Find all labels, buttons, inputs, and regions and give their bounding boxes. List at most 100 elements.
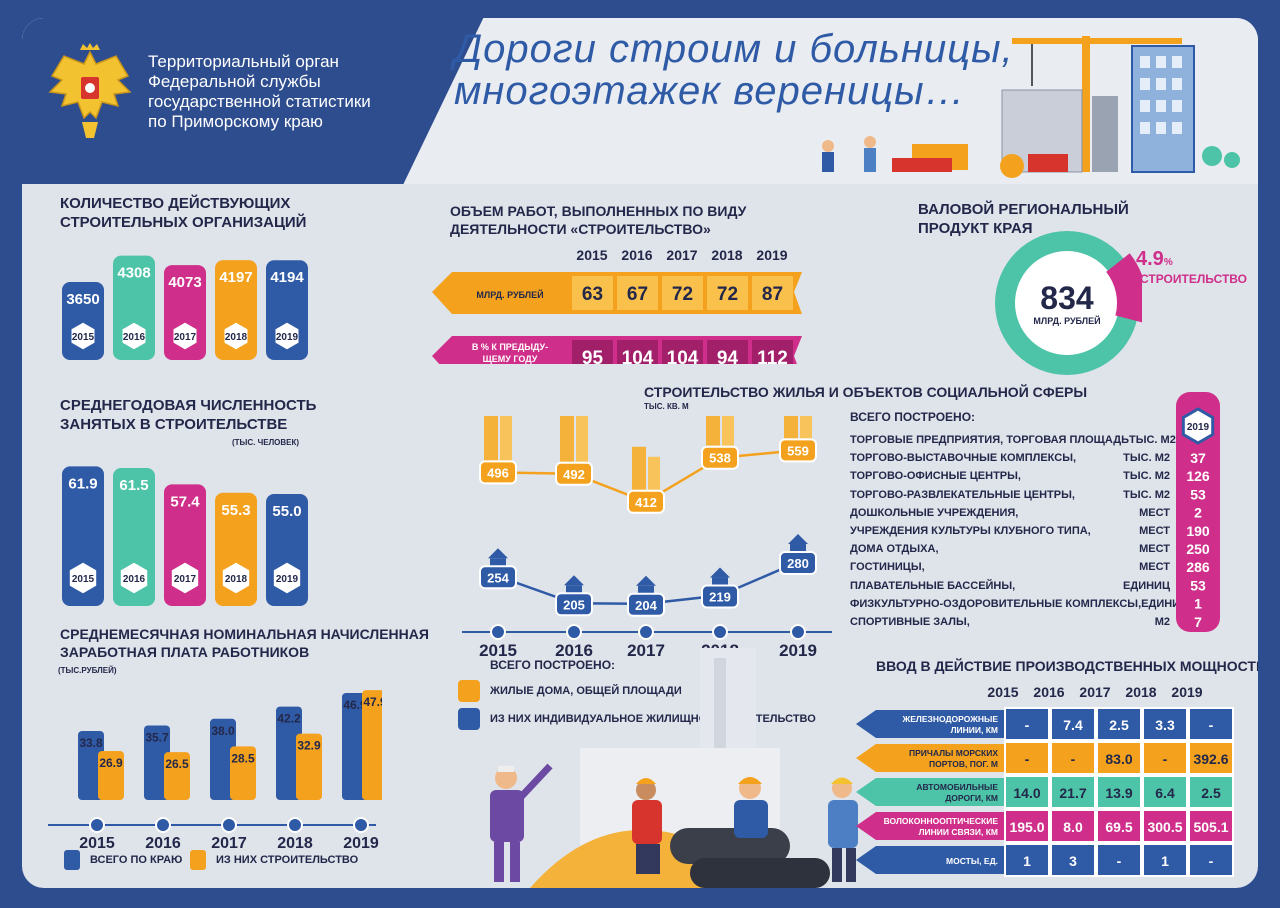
headline: Дороги строим и больницы, многоэтажек ве… <box>454 28 1014 112</box>
housing-residential-point-2016 <box>555 461 593 486</box>
housing-residential-value-2019: 559 <box>787 443 809 458</box>
volume-value-1-2016: 104 <box>622 348 654 364</box>
social-bar-background <box>1176 392 1220 632</box>
capacity-cell-2-1 <box>1050 775 1096 809</box>
capacity-value-4-2019: - <box>1209 853 1214 869</box>
social-row-name: Учреждения культуры клубного типа, <box>850 524 1091 537</box>
social-title: всего построено: <box>850 410 976 424</box>
social-row-unit: единиц <box>1123 579 1170 592</box>
legend-swatch-residential <box>458 680 480 702</box>
wages-construction-value-2017: 28.5 <box>231 751 255 765</box>
housing-individual-point-2018 <box>701 584 739 609</box>
volume-row2-label-1: В % К ПРЕДЫДУ- <box>472 342 548 352</box>
social-row: Учреждения культуры клубного типа, мест <box>850 522 1170 540</box>
housing-year-2019: 2019 <box>779 641 817 656</box>
volume-title-line-1: Объем работ, выполненных по виду <box>450 203 747 219</box>
capacity-year-2016: 2016 <box>1033 684 1065 700</box>
house-icon <box>790 544 806 552</box>
wages-total-bar-2016 <box>144 725 170 800</box>
capacity-value-2-2016: 21.7 <box>1059 785 1086 801</box>
social-row-name: Плавательные бассейны, <box>850 579 1016 592</box>
housing-residential-value-2015: 496 <box>487 465 509 480</box>
wages-construction-bar-2015 <box>98 750 124 800</box>
wages-legend-construction: из них строительство <box>190 850 358 870</box>
capacity-cell-1-3 <box>1142 741 1188 775</box>
grp-share-unit: % <box>1163 257 1173 268</box>
wages-axis-dot-2015 <box>89 817 105 833</box>
employment-year-2016-hexagon <box>117 559 151 597</box>
employment-year-2019: 2019 <box>276 574 299 585</box>
house-icon <box>564 575 584 586</box>
volume-year-2016: 2016 <box>621 247 652 263</box>
org-line-4: по Приморскому краю <box>148 112 323 131</box>
capacity-label-1: ПРИЧАЛЫ МОРСКИХ <box>909 748 998 758</box>
housing-residential-value-2018: 538 <box>709 451 731 466</box>
social-row-unit: мест <box>1139 543 1170 556</box>
employment-year-2017: 2017 <box>174 574 197 585</box>
volume-year-2018: 2018 <box>711 247 742 263</box>
housing-year-2017: 2017 <box>627 641 665 656</box>
orgs-year-2017-hexagon <box>170 319 200 353</box>
capacity-value-4-2017: - <box>1117 853 1122 869</box>
capacity-year-2018: 2018 <box>1125 684 1157 700</box>
housing-legend-title: всего построено: <box>490 658 616 672</box>
capacity-value-4-2016: 3 <box>1069 853 1077 869</box>
social-value: 292 <box>1186 632 1210 634</box>
social-row-name: Дома отдыха, <box>850 543 939 556</box>
wages-year-2018: 2018 <box>277 835 313 848</box>
grp-value: 834 <box>1040 280 1094 316</box>
capacity-value-1-2015: - <box>1025 751 1030 767</box>
capacity-cell-3-1 <box>1050 809 1096 843</box>
capacity-value-3-2019: 505.1 <box>1193 819 1228 835</box>
orgs-chart-svg: 3650 2015 4308 2016 4073 2017 4197 2018 4194 2019 <box>62 255 308 360</box>
house-icon <box>490 558 506 567</box>
wages-legend-total: всего по краю <box>64 850 182 870</box>
capacity-label2-1: ПОРТОВ, ПОГ. М <box>929 759 998 769</box>
volume-cell-1-2017 <box>662 340 703 364</box>
wages-total-bar-2019 <box>342 692 368 800</box>
capacity-cell-2-4 <box>1188 775 1234 809</box>
capacity-year-2017: 2017 <box>1079 684 1111 700</box>
capacity-year-2019: 2019 <box>1171 684 1203 700</box>
social-values-bar: 2019 37 126 53 2 190 250 286 53 1 7 292 <box>1176 392 1220 634</box>
housing-residential-value-2016: 492 <box>563 467 585 482</box>
social-row-unit: мест <box>1139 506 1170 519</box>
social-row-name: Физкультурно-оздоровительные комплексы, <box>850 597 1142 610</box>
orgs-title-line-2: строительных организаций <box>60 214 307 231</box>
volume-title: Объем работ, выполненных по виду деятель… <box>450 202 746 238</box>
org-line-1: Территориальный орган <box>148 52 339 71</box>
employment-title-line-1: Среднегодовая численность <box>60 397 317 414</box>
housing-axis-dot-2018 <box>712 624 728 640</box>
wages-total-bar-2017 <box>210 718 236 800</box>
grp-share: 4.9% <box>1136 248 1173 271</box>
capacity-cell-1-1 <box>1050 741 1096 775</box>
volume-value-0-2017: 72 <box>672 284 693 305</box>
wages-unit: (тыс.рублей) <box>58 666 117 675</box>
orgs-year-2016-hexagon <box>119 319 149 353</box>
legend-swatch-total <box>64 850 80 870</box>
housing-individual-point-2019 <box>779 551 817 575</box>
volume-row2-label-2: ЩЕМУ ГОДУ <box>483 354 538 364</box>
volume-value-1-2018: 94 <box>717 348 739 364</box>
worker-shovel <box>632 778 662 874</box>
housing-unit: тыс. кв. м <box>644 402 689 411</box>
social-row-name: торгово-офисные центры, <box>850 470 1021 483</box>
orgs-year-2017: 2017 <box>174 332 197 343</box>
capacity-value-2-2019: 2.5 <box>1201 785 1221 801</box>
volume-value-0-2018: 72 <box>717 284 738 305</box>
capacity-cell-0-4 <box>1188 707 1234 741</box>
org-line-3: государственной статистики <box>148 92 371 111</box>
wages-axis-dot-2017 <box>221 817 237 833</box>
capacity-value-3-2016: 8.0 <box>1063 819 1083 835</box>
volume-value-1-2017: 104 <box>667 348 699 364</box>
grp-donut-center <box>1019 255 1115 351</box>
capacity-value-1-2017: 83.0 <box>1105 751 1132 767</box>
legend-label-total: всего по краю <box>90 854 183 866</box>
volume-year-2017: 2017 <box>666 247 697 263</box>
volume-cell-1-2016 <box>617 340 658 364</box>
wages-title-line-1: Среднемесячная номинальная начисленная <box>60 626 429 642</box>
grp-donut-chart <box>995 231 1142 375</box>
employment-chart: 61.9 2015 61.5 2016 57.4 2017 55.3 2018 55.0 2019 <box>58 448 318 608</box>
capacity-cell-2-0 <box>1004 775 1050 809</box>
